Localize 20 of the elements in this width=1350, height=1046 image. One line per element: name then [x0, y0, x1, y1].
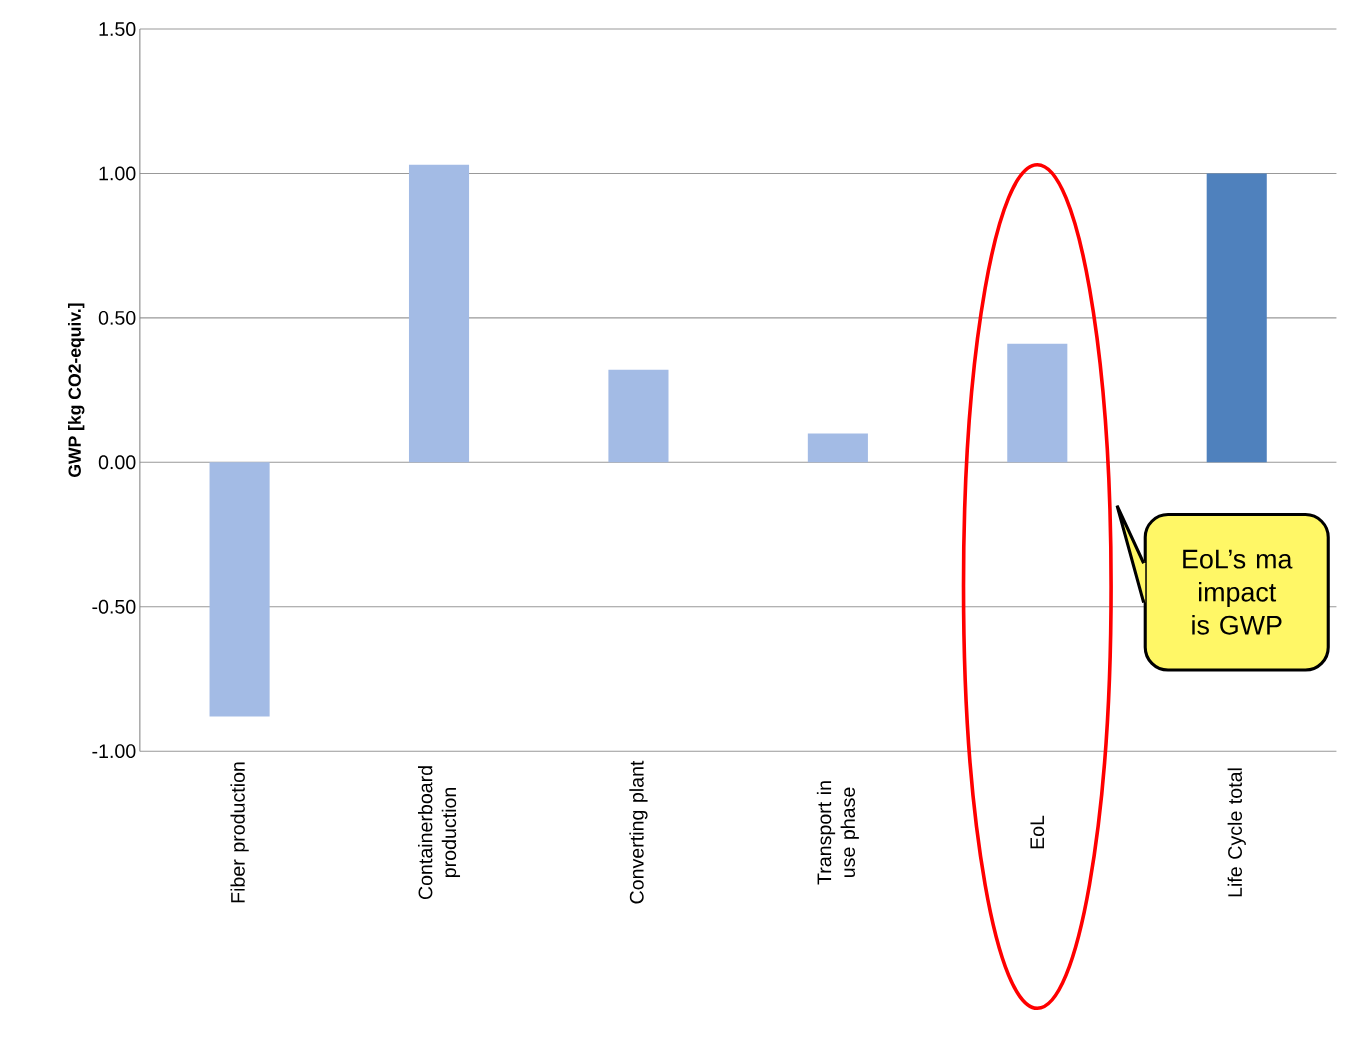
bar: [1007, 343, 1068, 463]
bar: [807, 433, 868, 463]
bar: [408, 164, 470, 463]
y-tick-label: -1.00: [92, 744, 136, 758]
annotation: EoL’s ma impact is GWP: [1183, 549, 1293, 635]
y-axis-title: GWP [kg CO2-equiv.]: [68, 303, 85, 477]
y-tick-label: -0.50: [92, 599, 136, 614]
x-tick-label: Transport in use phase: [816, 781, 859, 885]
y-tick-label: 1.00: [99, 166, 136, 181]
x-tick-label: Fiber production: [230, 762, 249, 903]
x-tick-label: Life Cycle total: [1227, 768, 1246, 897]
bar: [209, 462, 270, 717]
y-tick-label: 0.50: [98, 310, 136, 325]
bar: [1206, 173, 1267, 463]
x-tick-label: Converting plant: [629, 760, 648, 904]
y-tick-label: 0.00: [98, 455, 136, 470]
y-tick-label: 1.50: [99, 21, 136, 36]
x-tick-label: EoL: [1030, 815, 1045, 849]
x-tick-label: Containerboard production: [418, 766, 461, 899]
bar: [608, 369, 669, 463]
